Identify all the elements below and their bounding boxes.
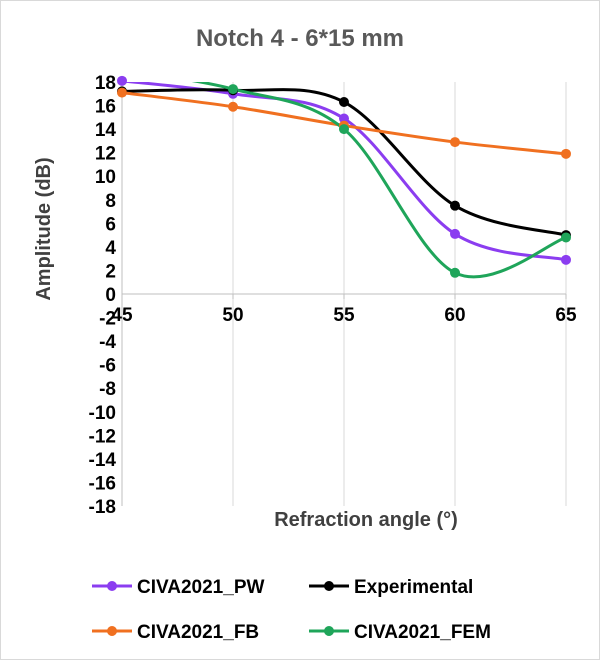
data-point — [561, 148, 571, 159]
data-point — [450, 137, 460, 148]
y-tick-label: 2 — [105, 261, 116, 282]
legend-item: CIVA2021_FEM — [309, 622, 491, 643]
data-point — [228, 101, 238, 112]
legend-swatch-marker — [324, 626, 334, 636]
y-tick-label: 16 — [95, 97, 116, 118]
data-point — [339, 113, 349, 124]
y-tick-label: 12 — [95, 144, 116, 165]
legend-swatch-marker — [107, 581, 117, 591]
y-tick-label: -12 — [89, 426, 116, 447]
data-point — [339, 124, 349, 135]
series-line-CIVA2021_FEM — [191, 82, 566, 279]
x-tick-label: 55 — [333, 305, 355, 326]
y-tick-label: -10 — [89, 403, 116, 424]
legend-item: Experimental — [309, 577, 473, 598]
y-tick-label: 6 — [105, 214, 116, 235]
data-point — [117, 75, 127, 86]
y-axis-label: Amplitude (dB) — [33, 157, 55, 300]
y-tick-label: 4 — [105, 238, 116, 259]
y-tick-label: 10 — [95, 167, 116, 188]
y-tick-label: -14 — [89, 450, 117, 471]
legend-item: CIVA2021_PW — [92, 577, 264, 598]
y-tick-label: 14 — [95, 120, 117, 141]
legend-item: CIVA2021_FB — [92, 622, 259, 643]
x-tick-label: 45 — [111, 305, 133, 326]
chart-title: Notch 4 - 6*15 mm — [196, 25, 404, 52]
legend-label: CIVA2021_PW — [137, 577, 264, 598]
data-point — [117, 87, 127, 98]
y-tick-label: -16 — [89, 473, 116, 494]
legend-label: Experimental — [354, 577, 473, 598]
legend-swatch-marker — [324, 581, 334, 591]
data-point — [228, 84, 238, 95]
y-tick-label: 0 — [105, 285, 116, 306]
data-point — [450, 228, 460, 239]
data-point — [339, 97, 349, 108]
series-points — [117, 75, 571, 278]
legend-label: CIVA2021_FEM — [354, 622, 491, 643]
x-tick-labels: 45 50 55 60 65 — [111, 305, 577, 326]
legend-swatch-marker — [107, 626, 117, 636]
y-tick-label: 18 — [95, 73, 116, 94]
y-tick-label: 8 — [105, 191, 116, 212]
data-point — [450, 267, 460, 278]
y-tick-label: -6 — [99, 356, 116, 377]
data-point — [561, 232, 571, 243]
x-tick-label: 60 — [444, 305, 465, 326]
data-point — [450, 200, 460, 211]
data-point — [561, 254, 571, 265]
y-tick-label: -8 — [99, 379, 116, 400]
x-tick-label: 65 — [555, 305, 577, 326]
y-tick-label: -18 — [89, 497, 116, 518]
axes — [121, 82, 567, 506]
legend-label: CIVA2021_FB — [137, 622, 259, 643]
x-tick-label: 50 — [222, 305, 243, 326]
y-tick-label: -2 — [99, 309, 116, 330]
legend: CIVA2021_PW Experimental CIVA2021_FB CIVA20… — [92, 577, 491, 643]
x-axis-label: Refraction angle (°) — [274, 509, 458, 531]
y-tick-label: -4 — [99, 332, 116, 353]
